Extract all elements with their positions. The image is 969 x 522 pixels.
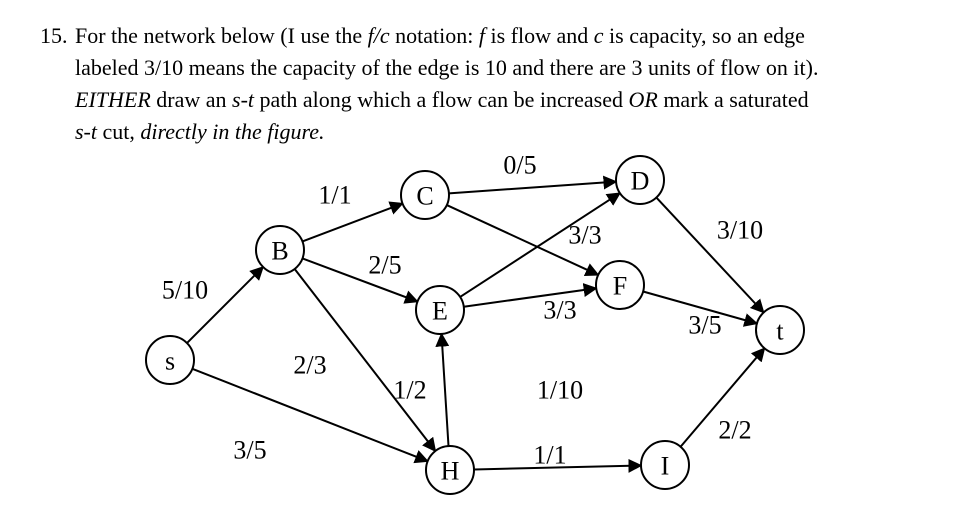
network-svg: 5/10 3/5 1/1 2/5 2/3 0/5 1/10 3/3 3/3 1/2 1/1 3/10 3… xyxy=(130,150,850,510)
node-label-F: F xyxy=(613,272,627,301)
q-l3d: OR xyxy=(628,87,657,112)
node-label-D: D xyxy=(631,167,650,196)
edge-label-E-F: 3/3 xyxy=(543,296,576,325)
edge-label-B-C: 1/1 xyxy=(318,181,351,210)
q-l1b: notation: xyxy=(390,23,479,48)
edge-label-s-H: 3/5 xyxy=(233,436,266,465)
edge-label-B-E: 2/5 xyxy=(368,251,401,280)
node-label-B: B xyxy=(271,237,288,266)
q-st2: s-t xyxy=(75,119,97,144)
edge-label-I-t: 2/2 xyxy=(718,416,751,445)
edge-label-B-H: 2/3 xyxy=(293,351,326,380)
q-l4a: cut, xyxy=(97,119,140,144)
q-l1a: For the network below (I use the xyxy=(75,23,368,48)
q-fc: f/c xyxy=(368,23,390,48)
q-l3e: mark a saturated xyxy=(658,87,809,112)
edge-label-H-E: 1/2 xyxy=(393,376,426,405)
node-label-E: E xyxy=(432,297,448,326)
edge-label-F-t: 3/5 xyxy=(688,311,721,340)
q-st1: s-t xyxy=(232,87,254,112)
node-label-t: t xyxy=(776,317,784,346)
edge-H-E xyxy=(441,334,448,446)
q-l3a: EITHER xyxy=(75,87,151,112)
q-l3c: path along which a flow can be increased xyxy=(254,87,628,112)
edge-s-H xyxy=(192,369,427,461)
edge-C-D xyxy=(449,182,616,194)
q-l1d: is capacity, so an edge xyxy=(604,23,805,48)
edge-label-E-D: 3/3 xyxy=(568,221,601,250)
question-block: 15. For the network below (I use the f/c… xyxy=(40,20,929,148)
q-l2: labeled 3/10 means the capacity of the e… xyxy=(75,55,818,80)
node-label-I: I xyxy=(661,452,670,481)
edge-label-H-I: 1/1 xyxy=(533,441,566,470)
node-label-H: H xyxy=(441,457,460,486)
q-l1c: is flow and xyxy=(485,23,594,48)
edge-label-s-B: 5/10 xyxy=(162,276,208,305)
edge-label-C-D: 0/5 xyxy=(503,151,536,180)
network-figure: 5/10 3/5 1/1 2/5 2/3 0/5 1/10 3/3 3/3 1/2 1/1 3/10 3… xyxy=(130,150,850,510)
question-text: For the network below (I use the f/c not… xyxy=(75,20,929,148)
node-label-C: C xyxy=(416,182,433,211)
q-l3b: draw an xyxy=(151,87,232,112)
edge-label-D-t: 3/10 xyxy=(717,216,763,245)
node-label-s: s xyxy=(165,347,175,376)
q-l4b: directly in the figure. xyxy=(140,119,324,144)
question-number: 15. xyxy=(40,20,75,148)
q-c: c xyxy=(594,23,604,48)
edge-label-C-F: 1/10 xyxy=(537,376,583,405)
